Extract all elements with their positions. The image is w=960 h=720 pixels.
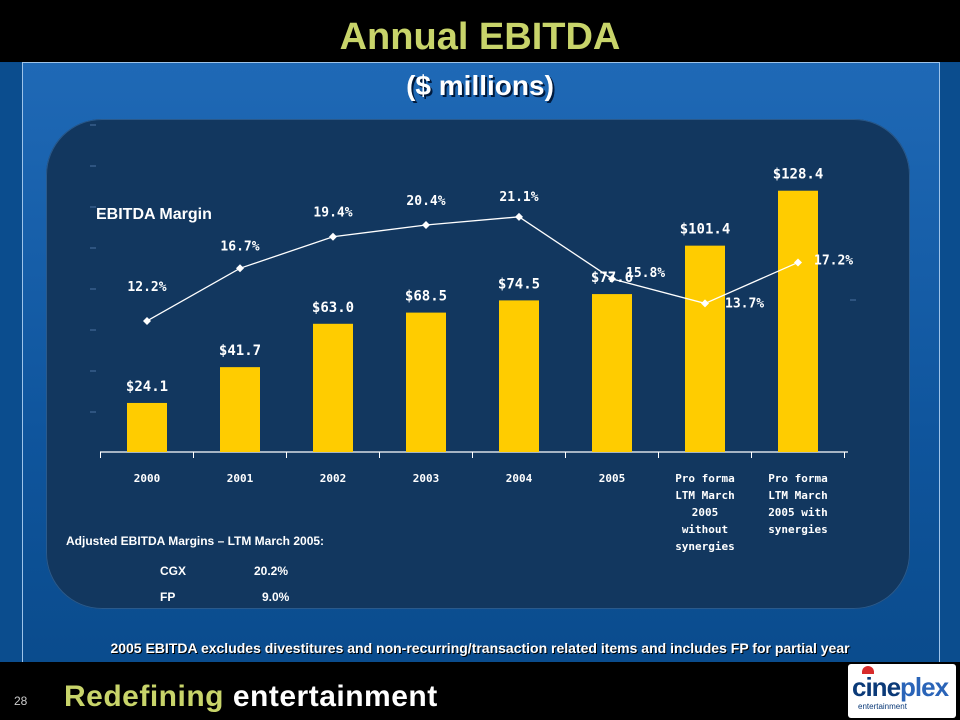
- page-number: 28: [14, 694, 28, 708]
- adjusted-row-value: 20.2%: [254, 564, 289, 578]
- logo-word-2: plex: [900, 672, 949, 702]
- margin-point: [236, 264, 244, 273]
- margin-series-line: [146, 216, 799, 322]
- x-tick-label: Pro forma: [768, 472, 828, 485]
- slide-title: Annual EBITDA: [339, 16, 621, 58]
- x-tick-label: 2001: [227, 472, 254, 485]
- margin-data-label: 15.8%: [626, 266, 665, 281]
- margin-data-label: 21.1%: [499, 190, 538, 205]
- bar-data-label: $63.0: [312, 300, 354, 316]
- slide-subtitle: ($ millions): [406, 70, 554, 101]
- x-tick-label: Pro forma: [675, 472, 735, 485]
- margin-point: [515, 212, 523, 221]
- tagline-word-2: entertainment: [232, 680, 438, 713]
- bar-data-label: $128.4: [773, 167, 824, 183]
- x-tick-label: 2005: [692, 506, 719, 519]
- margin-point: [701, 299, 709, 308]
- bar: [127, 402, 167, 452]
- title-bar: [0, 0, 960, 62]
- x-tick-label: synergies: [675, 540, 735, 553]
- x-tick-label: LTM March: [675, 489, 735, 502]
- margin-data-label: 16.7%: [220, 239, 259, 254]
- x-tick-label: 2005 with: [768, 506, 828, 519]
- margin-data-label: 17.2%: [814, 253, 853, 268]
- cineplex-logo: cineplex entertainment: [848, 664, 956, 718]
- maple-leaf-icon: [862, 666, 874, 674]
- bar: [685, 245, 725, 452]
- top-divider: [22, 62, 940, 63]
- x-tick-label: 2003: [413, 472, 440, 485]
- adjusted-row-name: FP: [160, 590, 176, 604]
- margin-point: [422, 221, 430, 230]
- tagline: Redefining entertainment: [64, 680, 438, 714]
- bar-data-label: $74.5: [498, 276, 540, 292]
- bar-data-label: $41.7: [219, 343, 261, 359]
- logo-word-1: cine: [852, 672, 901, 702]
- bar: [592, 294, 632, 452]
- tagline-word-1: Redefining: [64, 680, 224, 713]
- x-tick-label: synergies: [768, 523, 828, 536]
- adjusted-row-value: 9.0%: [262, 590, 290, 604]
- margin-data-label: 19.4%: [313, 206, 352, 221]
- x-tick-label: LTM March: [768, 489, 828, 502]
- chart-panel: [46, 119, 910, 609]
- x-tick-label: 2002: [320, 472, 347, 485]
- bar: [778, 190, 818, 452]
- bar: [220, 367, 260, 452]
- margin-data-label: 20.4%: [406, 194, 445, 209]
- x-tick-label: 2000: [134, 472, 161, 485]
- footnote: 2005 EBITDA excludes divestitures and no…: [110, 640, 850, 656]
- logo-wordmark: cineplex: [852, 672, 949, 703]
- margin-point: [794, 258, 802, 267]
- logo-subtext: entertainment: [858, 702, 907, 711]
- margin-point: [329, 232, 337, 241]
- x-tick-label: 2005: [599, 472, 626, 485]
- bar: [406, 312, 446, 452]
- bar-data-label: $101.4: [680, 222, 731, 238]
- margin-point: [143, 316, 151, 325]
- margin-point: [608, 274, 616, 283]
- left-divider: [22, 62, 23, 662]
- bar: [313, 323, 353, 452]
- bar-data-label: $68.5: [405, 289, 447, 305]
- bar-data-label: $24.1: [126, 379, 168, 395]
- adjusted-row-name: CGX: [160, 564, 187, 578]
- x-tick-label: without: [682, 523, 728, 536]
- footer-bar: [0, 662, 960, 720]
- adjusted-margins-title: Adjusted EBITDA Margins – LTM March 2005…: [66, 534, 325, 548]
- margin-data-label: 13.7%: [725, 296, 764, 311]
- margin-series-label: EBITDA Margin: [96, 206, 212, 223]
- x-tick-label: 2004: [506, 472, 533, 485]
- margin-data-label: 12.2%: [127, 280, 166, 295]
- bar: [499, 300, 539, 452]
- right-divider: [939, 62, 940, 662]
